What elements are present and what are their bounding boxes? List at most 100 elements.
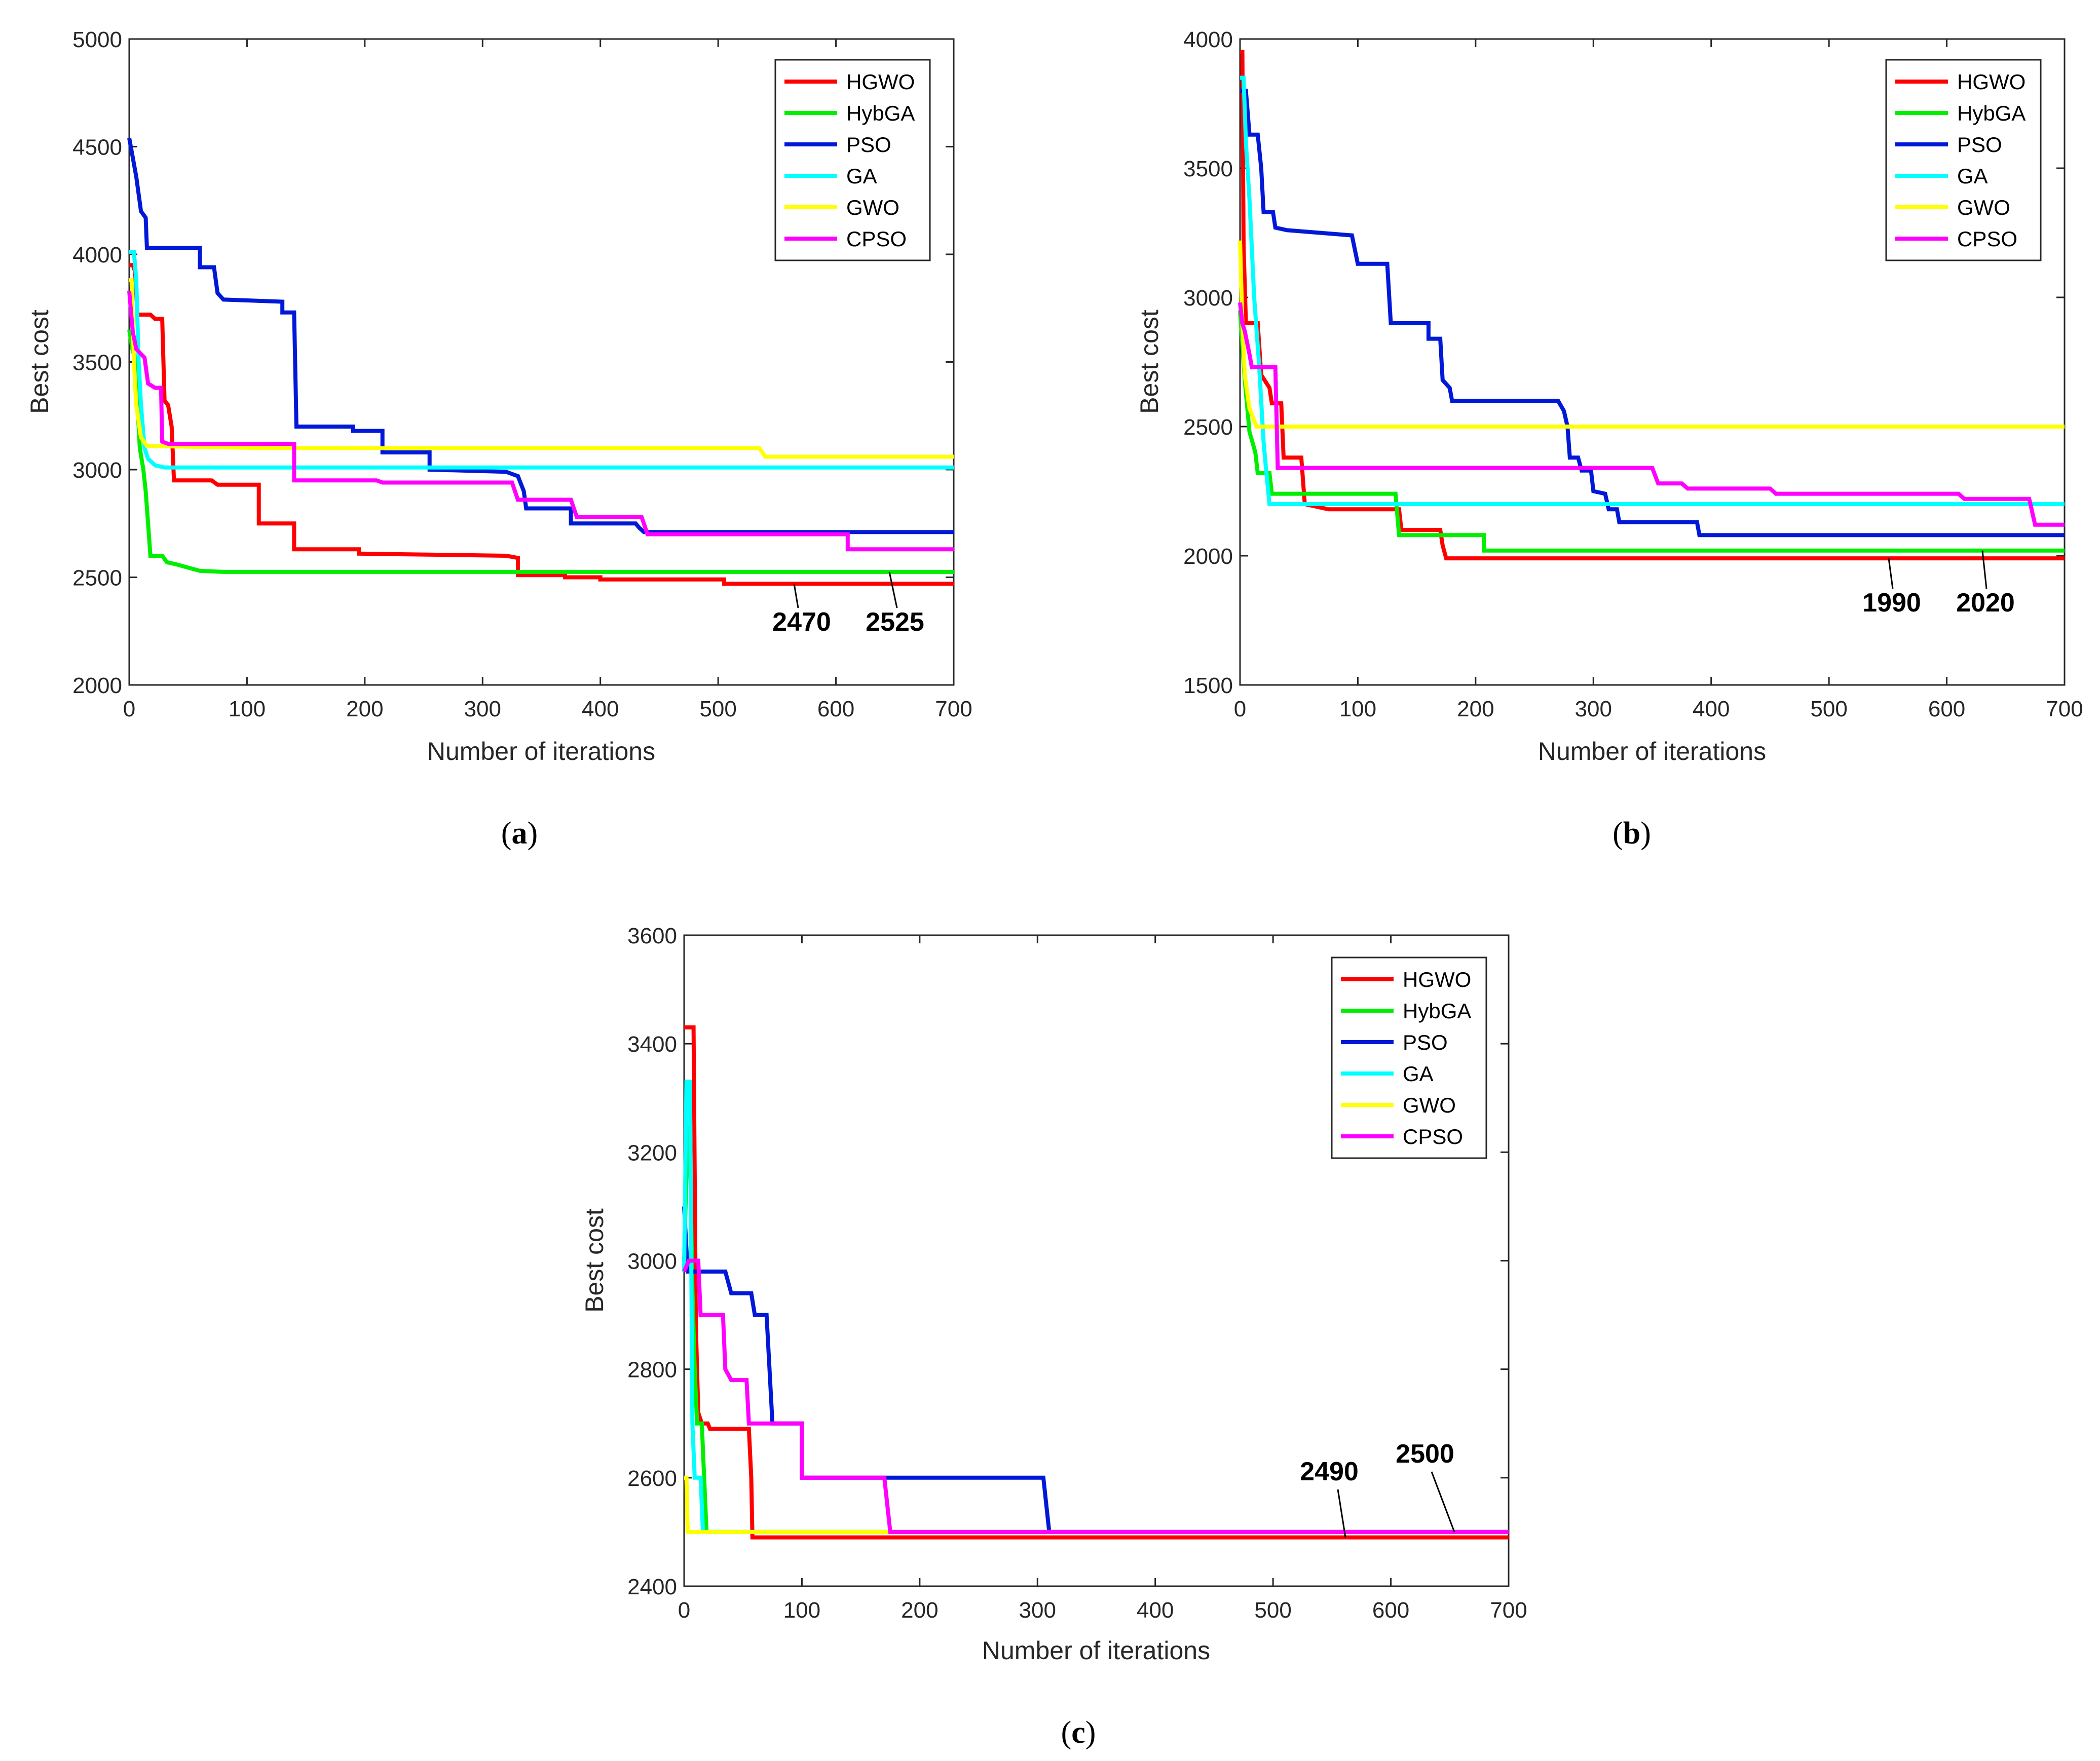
x-tick-label: 300	[1019, 1598, 1056, 1623]
y-tick-label: 3200	[627, 1140, 677, 1165]
caption-b: (b)	[1613, 816, 1651, 851]
series-line-ga	[682, 1080, 1509, 1534]
legend-label-gwo: GWO	[846, 196, 899, 219]
y-tick-label: 3000	[627, 1249, 677, 1274]
x-axis-label-c: Number of iterations	[982, 1636, 1210, 1665]
legend-label-pso: PSO	[1957, 133, 2002, 157]
y-tick-label: 3600	[627, 924, 677, 948]
x-tick-label: 500	[699, 697, 736, 721]
legend-label-pso: PSO	[1403, 1030, 1448, 1054]
annotation-leader	[793, 584, 799, 608]
x-tick-label: 700	[1490, 1598, 1527, 1623]
series-line-ga	[1240, 75, 2065, 506]
x-tick-label: 400	[582, 697, 619, 721]
series-line-hgwo	[129, 263, 954, 586]
x-tick-label: 300	[464, 697, 501, 721]
legend-label-hgwo: HGWO	[1403, 968, 1471, 991]
x-tick-label: 200	[1457, 697, 1494, 721]
annotation-leader	[1431, 1471, 1455, 1533]
y-tick-label: 4000	[72, 243, 122, 267]
legend-label-hgwo: HGWO	[846, 70, 915, 94]
y-tick-label: 1500	[1183, 673, 1233, 698]
legend-label-ga: GA	[846, 164, 877, 188]
legend-box	[1885, 59, 2042, 261]
y-tick-label: 4000	[1183, 27, 1233, 52]
annotation-leader	[888, 571, 898, 608]
legend-label-hybga: HybGA	[1957, 101, 2026, 125]
x-tick-label: 500	[1810, 697, 1847, 721]
panel-b: 1500 2000 2500 3000 3500 4000 0 100 200 300 400 50…	[1135, 27, 2083, 851]
legend-label-hgwo: HGWO	[1957, 70, 2026, 94]
annotation-label: 2470	[772, 607, 831, 637]
x-tick-label: 600	[1928, 697, 1965, 721]
panel-c: 2400 2600 2800 3000 3200 3400 3600 0 100 200 300 4…	[580, 924, 1527, 1750]
x-tick-label: 200	[346, 697, 383, 721]
caption-a: (a)	[501, 816, 538, 851]
annotation-leader	[1981, 550, 1988, 589]
y-tick-label: 2400	[627, 1575, 677, 1599]
legend-label-ga: GA	[1957, 164, 1988, 188]
panel-a: 2000 2500 3000 3500 4000 4500 5000 0 100 200 300 4…	[25, 27, 972, 851]
y-tick-label: 2500	[72, 566, 122, 591]
series-line-pso	[127, 137, 954, 534]
y-axis-label-a: Best cost	[25, 310, 54, 414]
y-tick-label: 2800	[627, 1358, 677, 1383]
series-line-cpso	[682, 1258, 1509, 1534]
x-tick-label: 400	[1137, 1598, 1174, 1623]
legend-label-gwo: GWO	[1403, 1093, 1456, 1117]
x-tick-label: 700	[935, 697, 972, 721]
legend-label-cpso: CPSO	[846, 227, 907, 251]
series-line-ga	[129, 250, 954, 470]
series-line-cpso	[1238, 302, 2065, 527]
y-tick-label: 3400	[627, 1032, 677, 1057]
y-tick-label: 2600	[627, 1466, 677, 1491]
annotation-leader	[1337, 1489, 1346, 1538]
x-tick-label: 100	[783, 1598, 820, 1623]
annotation-label: 2525	[866, 607, 924, 637]
legend-label-cpso: CPSO	[1957, 227, 2017, 251]
x-tick-label: 100	[229, 697, 266, 721]
legend-a: HGWO HybGA PSO GA GWO CPSO	[774, 59, 931, 261]
series-line-pso	[682, 1206, 1509, 1534]
legend-label-gwo: GWO	[1957, 196, 2010, 219]
x-tick-label: 0	[1234, 697, 1246, 721]
x-tick-label: 200	[901, 1598, 938, 1623]
annotation-label: 2490	[1300, 1457, 1359, 1486]
x-tick-label: 400	[1693, 697, 1730, 721]
y-tick-label: 2000	[72, 673, 122, 698]
annotation-label: 1990	[1862, 588, 1921, 618]
x-tick-label: 100	[1339, 697, 1376, 721]
x-tick-label: 0	[678, 1598, 690, 1623]
legend-box	[1331, 956, 1487, 1159]
series-line-hgwo	[684, 1025, 1509, 1540]
series-line-hgwo	[1240, 50, 2065, 561]
x-axis-label-a: Number of iterations	[427, 737, 655, 765]
caption-c: (c)	[1061, 1715, 1096, 1750]
x-axis-label-b: Number of iterations	[1538, 737, 1766, 765]
legend-label-pso: PSO	[846, 133, 891, 157]
annotation-label: 2020	[1956, 588, 2015, 618]
legend-label-ga: GA	[1403, 1062, 1434, 1086]
y-tick-label: 3500	[72, 351, 122, 375]
legend-c: HGWO HybGA PSO GA GWO CPSO	[1331, 956, 1487, 1159]
y-axis-label-b: Best cost	[1135, 310, 1164, 414]
legend-box	[774, 59, 931, 261]
legend-label-hybga: HybGA	[1403, 999, 1471, 1023]
legend-label-hybga: HybGA	[846, 101, 915, 125]
annotation-leader	[1888, 558, 1894, 589]
y-tick-label: 2000	[1183, 544, 1233, 569]
annotation-label: 2500	[1396, 1439, 1454, 1469]
y-tick-label: 2500	[1183, 415, 1233, 440]
legend-label-cpso: CPSO	[1403, 1125, 1463, 1149]
x-tick-label: 0	[123, 697, 135, 721]
legend-b: HGWO HybGA PSO GA GWO CPSO	[1885, 59, 2042, 261]
series-line-hybga	[1238, 310, 2065, 553]
y-tick-label: 4500	[72, 135, 122, 160]
y-axis-label-c: Best cost	[580, 1208, 609, 1313]
y-tick-label: 3000	[1183, 286, 1233, 311]
x-tick-label: 600	[1372, 1598, 1409, 1623]
x-tick-label: 600	[817, 697, 854, 721]
plot-area-b: 1500 2000 2500 3000 3500 4000 0 100 200 300 400 50…	[1183, 27, 2083, 721]
y-tick-label: 3000	[72, 458, 122, 483]
